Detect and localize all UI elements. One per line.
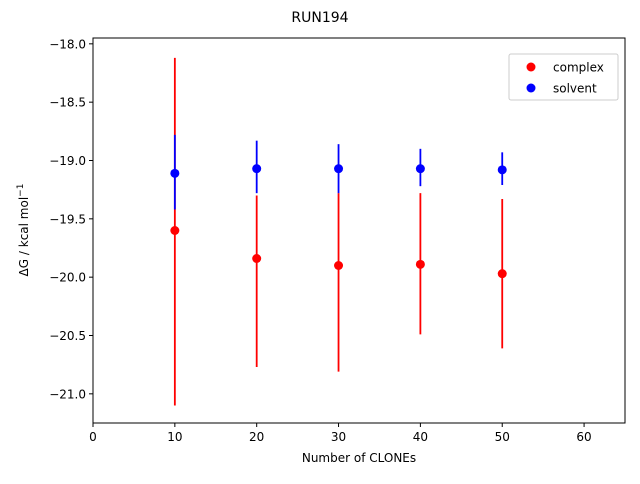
x-tick-label: 20 <box>249 430 264 444</box>
y-tick-label: −19.0 <box>49 154 86 168</box>
complex-point <box>170 226 180 235</box>
y-tick-label: −19.5 <box>49 212 86 226</box>
complex-point <box>497 269 507 279</box>
solvent-point <box>252 164 262 174</box>
y-axis-label-main: ΔG / kcal mol <box>17 197 31 277</box>
complex-point <box>252 254 262 263</box>
y-tick-label: −20.5 <box>49 329 86 343</box>
x-tick-label: 30 <box>331 430 346 444</box>
x-axis-ticks: 0 10 20 30 40 50 60 <box>89 423 592 444</box>
x-tick-label: 50 <box>495 430 510 444</box>
error-bars <box>173 57 504 406</box>
legend-label-solvent: solvent <box>553 82 597 96</box>
plot-area <box>170 57 507 406</box>
solvent-point <box>170 168 180 178</box>
legend-box <box>508 53 619 101</box>
complex-point <box>334 261 344 270</box>
x-tick-label: 40 <box>413 430 428 444</box>
axes-frame <box>92 37 626 424</box>
y-axis-label: ΔG / kcal mol−1 <box>16 184 31 277</box>
x-tick-label: 0 <box>89 430 97 444</box>
y-tick-label: −18.0 <box>49 37 86 51</box>
y-tick-label: −18.5 <box>49 96 86 110</box>
x-axis-label: Number of CLONEs <box>302 451 416 465</box>
legend-label-complex: complex <box>553 61 604 75</box>
x-tick-label: 10 <box>167 430 182 444</box>
solvent-point <box>334 164 344 174</box>
y-tick-label: −20.0 <box>49 271 86 285</box>
legend: complex solvent <box>508 53 619 101</box>
y-axis-ticks: −18.0 −18.5 −19.0 −19.5 −20.0 −20.5 −21.0 <box>49 37 93 401</box>
y-axis-label-superscript: −1 <box>16 184 26 197</box>
complex-point <box>415 259 425 269</box>
legend-marker-complex <box>526 62 536 72</box>
x-tick-label: 60 <box>576 430 591 444</box>
chart-title: RUN194 <box>291 10 348 26</box>
solvent-point <box>497 165 507 175</box>
legend-marker-solvent <box>526 83 536 93</box>
y-tick-label: −21.0 <box>49 387 86 401</box>
data-markers <box>170 164 507 279</box>
solvent-point <box>415 164 425 174</box>
